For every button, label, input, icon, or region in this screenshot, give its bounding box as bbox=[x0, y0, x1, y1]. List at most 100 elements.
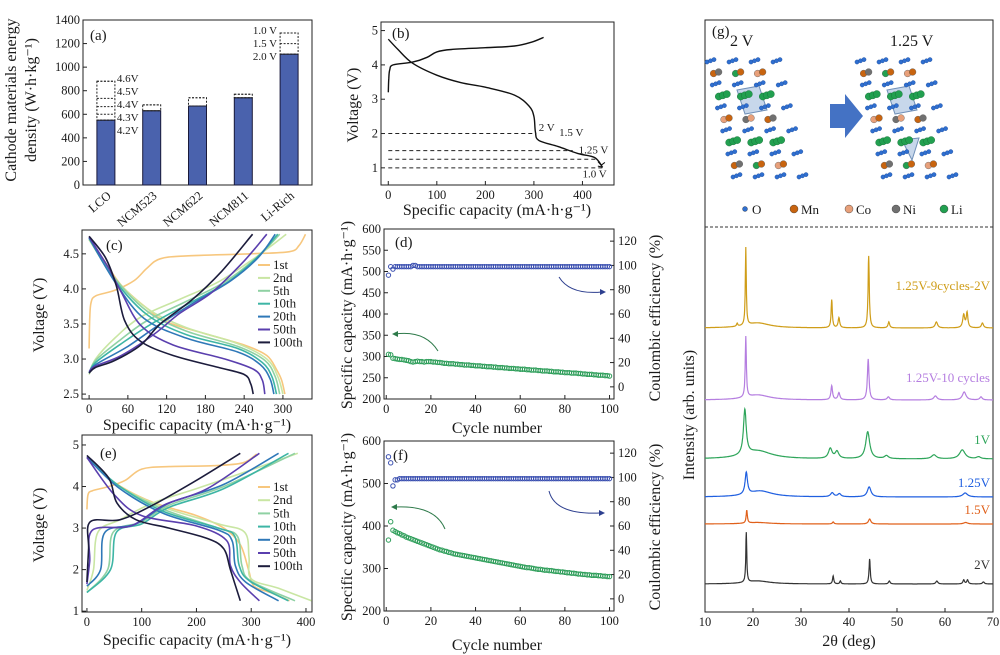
discharge-curve bbox=[387, 38, 603, 167]
y-tick-label: 4 bbox=[73, 480, 80, 494]
oxygen-atom bbox=[727, 126, 732, 131]
cutoff-label: 1.5 V bbox=[559, 127, 583, 139]
y-axis-title: Voltage (V) bbox=[31, 488, 48, 563]
y-tick-label: 450 bbox=[362, 286, 381, 300]
x-tick-label: 120 bbox=[157, 402, 176, 416]
lithium-atom bbox=[883, 136, 892, 144]
y-tick-label: 4.0 bbox=[63, 282, 79, 296]
y-tick-label: 200 bbox=[362, 392, 381, 406]
oxygen-atom bbox=[883, 57, 889, 62]
cutoff-label: 2 V bbox=[539, 122, 555, 134]
y-tick-label: 300 bbox=[362, 350, 381, 364]
panel-g: 10 20 30 40 50 60 70 (g) 2θ (deg) Intensity (arb.… bbox=[681, 19, 999, 650]
plot-frame bbox=[383, 440, 615, 612]
oxygen-atom bbox=[948, 149, 954, 154]
transition-metal-atom bbox=[864, 68, 873, 76]
y2-tick-label: 100 bbox=[618, 470, 637, 484]
efficiency-point bbox=[604, 263, 611, 270]
lithium-atom bbox=[895, 90, 903, 98]
panel-f: 0 20 40 60 80 100 200 300 400 500 600 0 20 40 60 80 100 1… bbox=[339, 433, 664, 654]
y-tick-label: 250 bbox=[362, 371, 381, 385]
oxygen-atom bbox=[803, 172, 809, 177]
oxygen-atom bbox=[737, 172, 743, 177]
oxygen-atom bbox=[782, 80, 788, 85]
legend-label: 20th bbox=[273, 309, 297, 324]
x-tick-label: 0 bbox=[385, 188, 391, 202]
structure-125v bbox=[854, 57, 959, 180]
y2-axis-title: Coulombic efficiency (%) bbox=[647, 444, 664, 611]
category-label: NCM622 bbox=[160, 189, 205, 230]
xrd-pattern-2V bbox=[705, 532, 993, 585]
transition-metal-atom bbox=[919, 114, 927, 122]
oxygen-atom bbox=[749, 126, 754, 131]
panel-label: (d) bbox=[395, 235, 413, 251]
y2-tick-label: 120 bbox=[618, 446, 637, 460]
capacity-point bbox=[385, 537, 392, 543]
category-label: NCM811 bbox=[206, 189, 251, 230]
transition-metal-atom bbox=[736, 68, 745, 76]
y-tick-label: 1 bbox=[73, 604, 79, 618]
y2-tick-label: 20 bbox=[618, 568, 631, 582]
y2-tick-label: 60 bbox=[618, 307, 631, 321]
transition-metal-atom bbox=[929, 160, 938, 168]
y-tick-label: 600 bbox=[61, 107, 80, 121]
oxygen-atom bbox=[754, 149, 760, 154]
x-tick-label: 80 bbox=[559, 614, 572, 628]
oxygen-atom bbox=[887, 172, 893, 177]
x-tick-label: 100 bbox=[600, 402, 619, 416]
discharge-curve-20th bbox=[86, 456, 279, 602]
transition-metal-atom bbox=[769, 114, 777, 122]
x-tick-label: 300 bbox=[242, 615, 261, 629]
discharge-curve-20th bbox=[88, 237, 275, 395]
oxygen-atom bbox=[909, 172, 915, 177]
capacity-point bbox=[387, 519, 394, 525]
transition-metal-atom bbox=[757, 160, 766, 168]
category-label: NCM523 bbox=[114, 189, 159, 230]
panel-label: (c) bbox=[106, 238, 123, 254]
bar-extension-dashed bbox=[233, 93, 253, 99]
x-tick-label: 300 bbox=[525, 188, 544, 202]
panel-b: 0 100 200 300 400 1 2 3 4 5 (b) Specific capacity (… bbox=[345, 21, 615, 219]
x-tick-label: 30 bbox=[795, 615, 808, 629]
xrd-pattern-label: 1V bbox=[974, 432, 991, 447]
x-tick-label: 20 bbox=[747, 615, 760, 629]
oxygen-atom bbox=[861, 57, 867, 62]
efficiency-point bbox=[606, 475, 613, 482]
charge-curve-1st bbox=[86, 453, 258, 510]
y-tick-label: 3.0 bbox=[63, 352, 79, 366]
y2-tick-label: 60 bbox=[618, 519, 631, 533]
y2-tick-label: 80 bbox=[618, 495, 631, 509]
y-tick-label: 0 bbox=[74, 178, 80, 192]
right-axis-arrow-icon bbox=[548, 490, 601, 514]
atom-legend-label: Mn bbox=[801, 202, 820, 217]
y2-tick-label: 100 bbox=[618, 258, 637, 272]
y2-tick-label: 40 bbox=[618, 331, 631, 345]
legend-label: 5th bbox=[273, 505, 290, 520]
x-axis-title: Cycle number bbox=[452, 637, 543, 654]
oxygen-atom bbox=[776, 149, 782, 154]
oxygen-atom bbox=[910, 80, 916, 85]
efficiency-point bbox=[385, 454, 392, 460]
panel-label: (f) bbox=[393, 448, 408, 464]
x-tick-label: 0 bbox=[84, 615, 90, 629]
x-tick-label: 400 bbox=[573, 188, 592, 202]
level-label: 1.0 V bbox=[253, 25, 277, 37]
x-tick-label: 50 bbox=[891, 615, 904, 629]
y-tick-label: 3.5 bbox=[63, 317, 79, 331]
capacity-point bbox=[606, 373, 613, 379]
y-tick-label: 3 bbox=[73, 521, 79, 535]
legend-mn-atom-icon bbox=[789, 204, 799, 214]
xrd-pattern-1V bbox=[705, 406, 993, 460]
y-tick-label: 400 bbox=[362, 307, 381, 321]
panel-e: 0 100 200 300 400 1 2 3 4 5 (e) Specific capacity (… bbox=[31, 434, 315, 649]
y2-tick-label: 80 bbox=[618, 283, 631, 297]
x-tick-label: 0 bbox=[383, 614, 389, 628]
bar bbox=[96, 119, 116, 186]
oxygen-atom bbox=[932, 80, 938, 85]
x-tick-label: 0 bbox=[383, 402, 389, 416]
oxygen-atom bbox=[771, 126, 776, 131]
bar bbox=[233, 97, 253, 186]
xrd-pattern-label: 1.25V bbox=[958, 475, 991, 490]
panel-a: 0 200 400 600 800 1000 1200 1400 (a) Cathode mate… bbox=[3, 13, 313, 230]
